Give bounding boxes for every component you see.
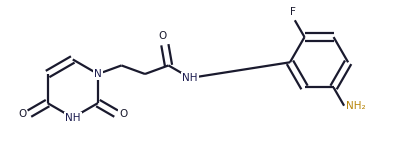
Text: NH₂: NH₂ [346, 101, 365, 111]
Text: F: F [290, 7, 296, 17]
Text: NH: NH [65, 113, 80, 123]
Text: O: O [159, 31, 167, 41]
Text: O: O [119, 109, 127, 119]
Text: O: O [18, 109, 26, 119]
Text: NH: NH [183, 73, 198, 83]
Text: N: N [94, 69, 102, 79]
